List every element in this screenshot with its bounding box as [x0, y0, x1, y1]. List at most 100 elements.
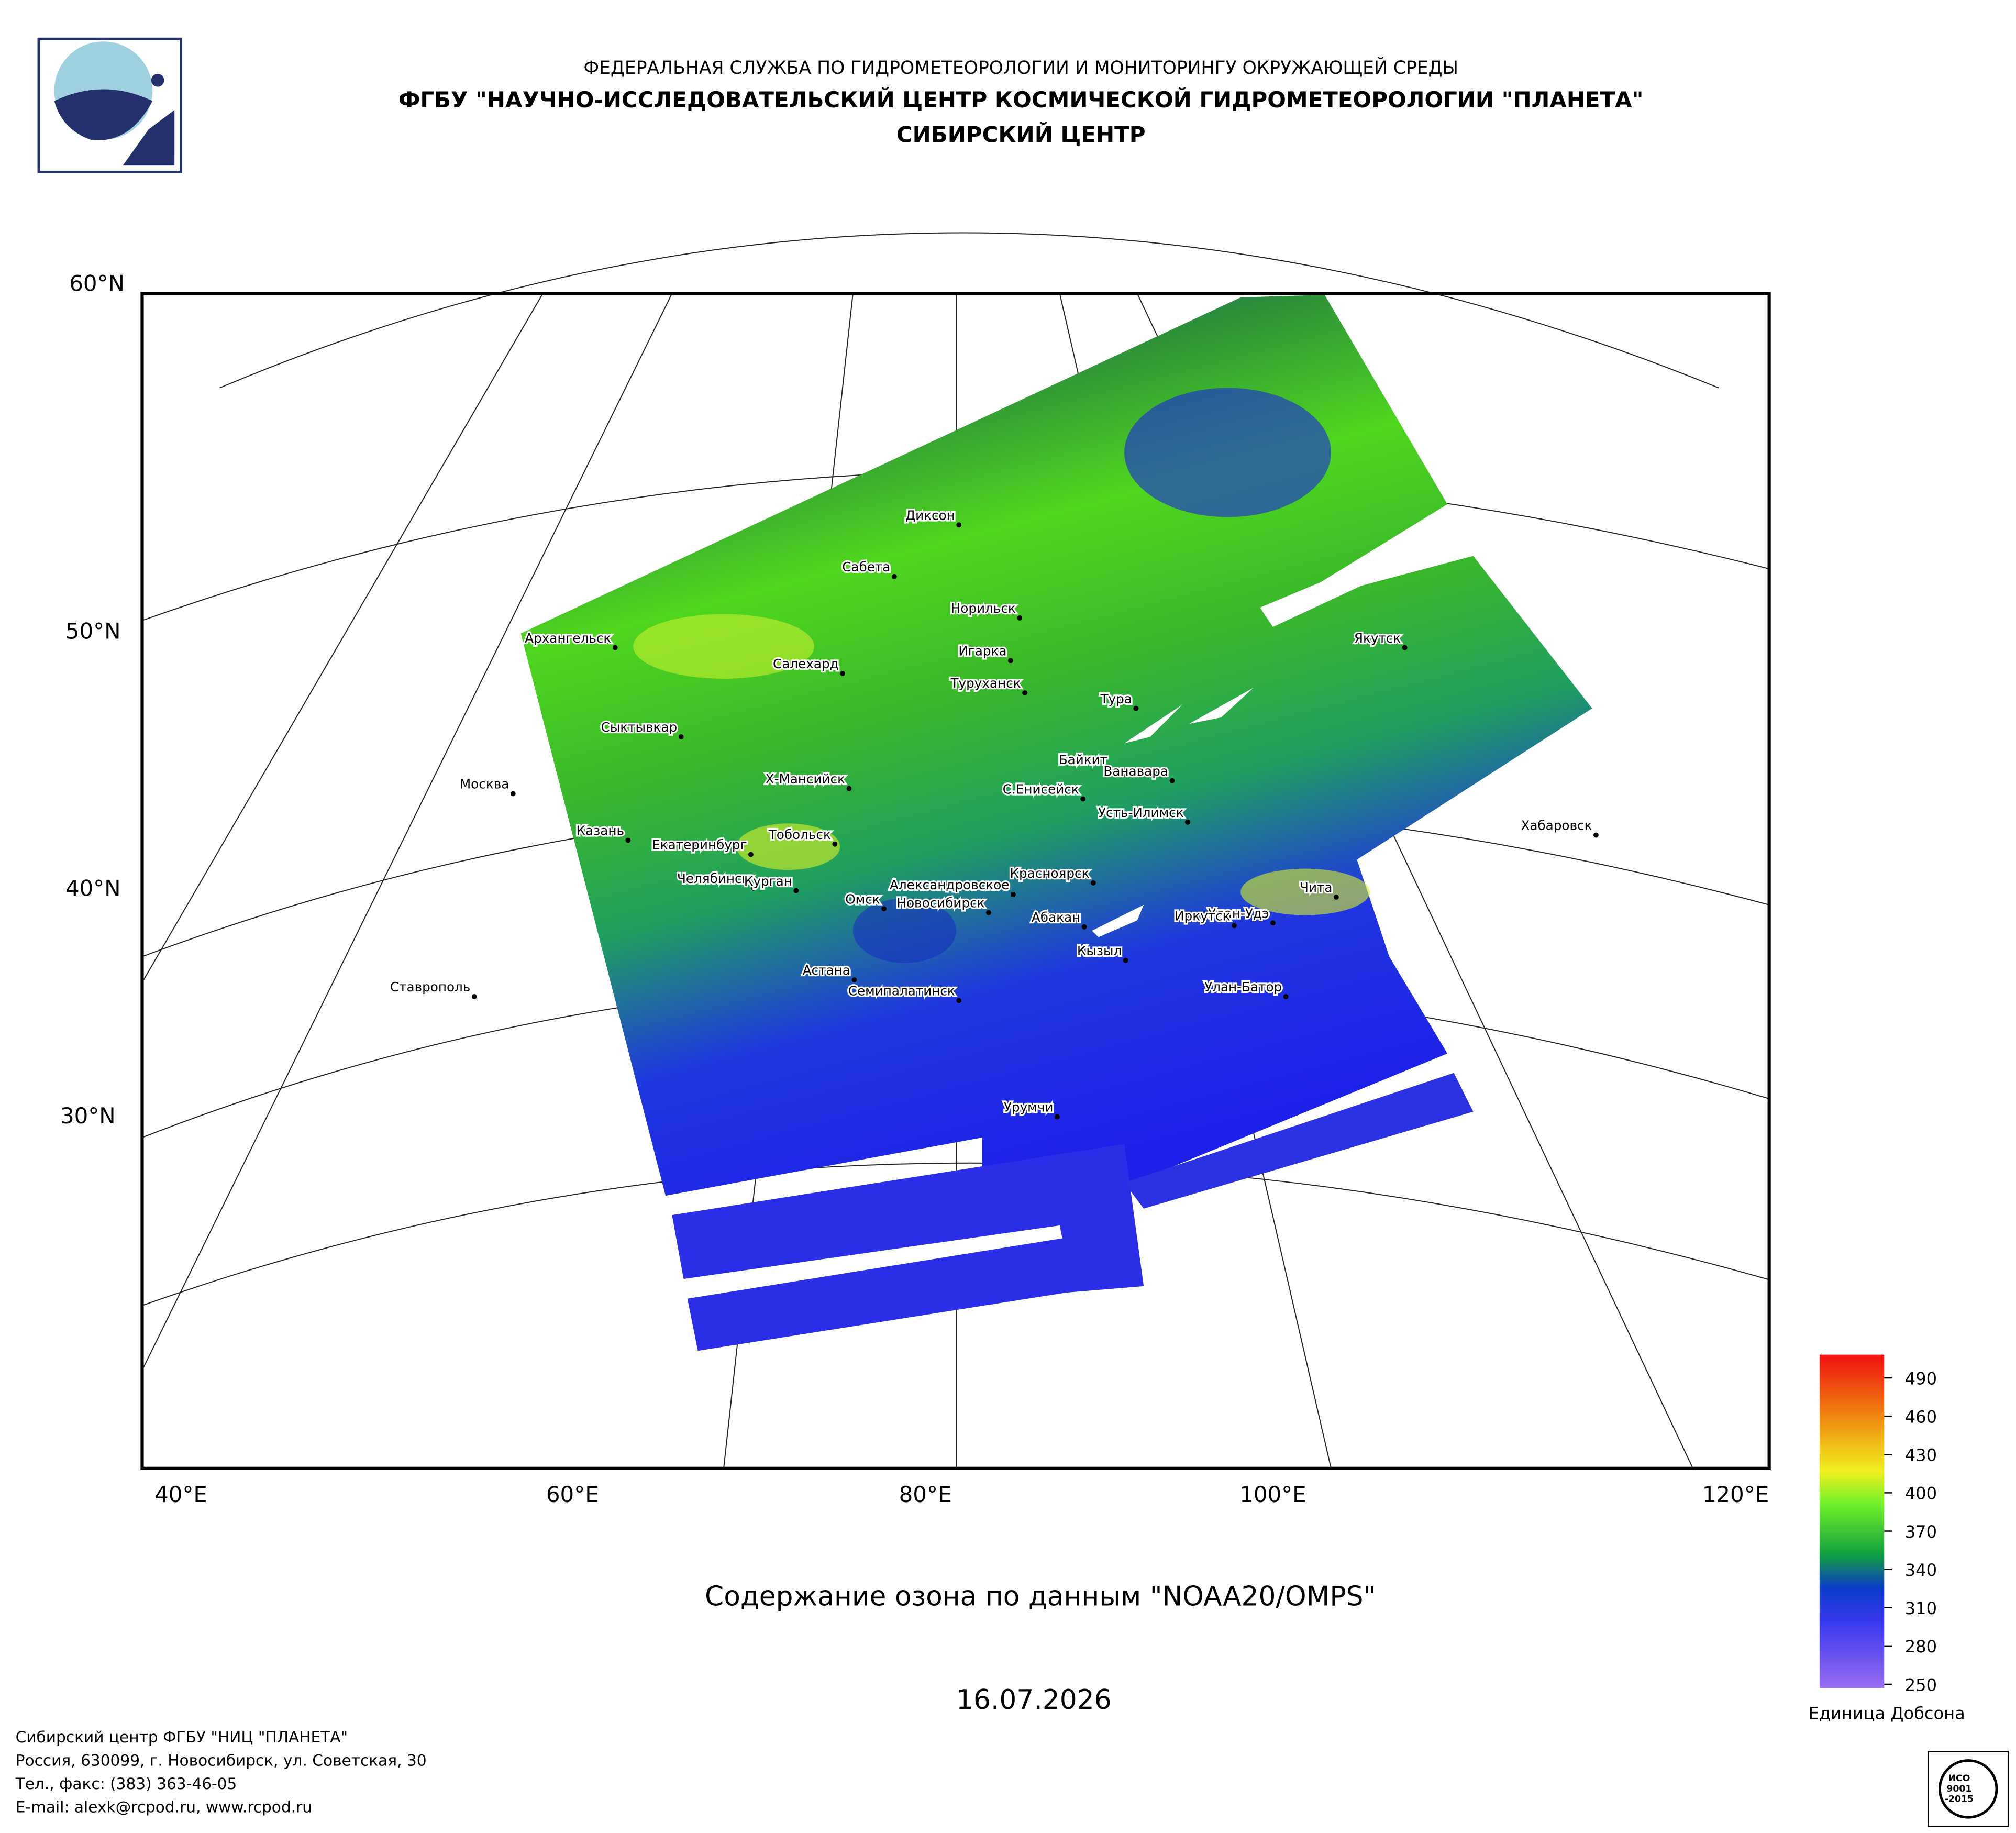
colorbar-tick-label: 340: [1905, 1560, 1937, 1580]
lon-label: 100°E: [1239, 1482, 1306, 1507]
city-dot: [956, 522, 962, 528]
city-label: Астана: [803, 963, 850, 978]
map-title: Содержание озона по данным "NOAA20/OMPS": [705, 1581, 1376, 1612]
city-dot: [840, 671, 846, 676]
city-dot: [1185, 819, 1190, 825]
city-label: Челябинск: [677, 871, 750, 886]
city-label: Ванавара: [1103, 764, 1168, 779]
city-dot: [956, 998, 962, 1003]
stamp-text: -2015: [1945, 1794, 1974, 1805]
stamp-ring: [1938, 1759, 1998, 1819]
city-dot: [1169, 778, 1175, 783]
city-label: Якутск: [1354, 631, 1401, 646]
city-label: Сабета: [842, 559, 890, 575]
ozone-swath: [1124, 1073, 1474, 1209]
city-dot: [1123, 957, 1128, 963]
city-label: Архангельск: [525, 631, 611, 646]
footer-line: E-mail: alexk@rcpod.ru, www.rcpod.ru: [16, 1798, 312, 1816]
header-line: ФЕДЕРАЛЬНАЯ СЛУЖБА ПО ГИДРОМЕТЕОРОЛОГИИ …: [583, 57, 1458, 79]
date: 16.07.2026: [956, 1684, 1112, 1716]
city-dot: [851, 977, 857, 982]
city-dot: [1008, 658, 1013, 664]
city-dot: [625, 837, 631, 843]
city-label: Омск: [845, 891, 880, 907]
city-label: С.Енисейск: [1003, 782, 1079, 797]
colorbar-tick-label: 400: [1905, 1484, 1937, 1504]
city-label: Х-Мансийск: [766, 771, 845, 787]
city-label: Чита: [1300, 880, 1332, 895]
lon-label: 120°E: [1702, 1482, 1769, 1507]
colorbar: [1819, 1354, 1885, 1688]
footer-line: Россия, 630099, г. Новосибирск, ул. Сове…: [16, 1751, 427, 1769]
colorbar-tick-label: 460: [1905, 1407, 1937, 1427]
lon-label: 80°E: [899, 1482, 952, 1507]
lat-label: 40°N: [65, 876, 121, 901]
lon-label: 60°E: [546, 1482, 599, 1507]
city-dot: [750, 885, 756, 891]
city-dot: [1231, 923, 1237, 929]
logo: [37, 37, 182, 173]
city-label: Норильск: [951, 601, 1016, 616]
city-dot: [510, 791, 516, 797]
city-dot: [881, 906, 887, 912]
city-label: Курган: [744, 874, 792, 889]
footer-line: Сибирский центр ФГБУ "НИЦ "ПЛАНЕТА": [16, 1728, 348, 1746]
lat-label: 50°N: [65, 618, 121, 644]
city-dot: [1081, 924, 1087, 930]
city-label: Байкит: [1059, 752, 1107, 767]
city-dot: [891, 573, 897, 579]
city-label: Салехард: [773, 656, 839, 671]
city-label: Абакан: [1032, 910, 1080, 925]
city-dot: [1402, 645, 1408, 650]
city-dot: [1080, 796, 1086, 802]
colorbar-tick-label: 490: [1905, 1368, 1937, 1388]
city-label: Тобольск: [768, 827, 831, 842]
colorbar-tick-label: 310: [1905, 1598, 1937, 1618]
map: [140, 232, 1771, 1470]
city-dot: [846, 786, 852, 791]
city-label: Красноярск: [1010, 866, 1090, 881]
city-label: Семипалатинск: [848, 984, 955, 999]
header-line: СИБИРСКИЙ ЦЕНТР: [896, 122, 1146, 148]
city-label: Улан-Удэ: [1208, 906, 1269, 921]
city-dot: [1022, 690, 1028, 695]
city-dot: [612, 645, 618, 650]
colorbar-unit: Единица Добсона: [1809, 1704, 1965, 1724]
city-dot: [1109, 766, 1114, 772]
city-label: Ставрополь: [390, 979, 470, 995]
lat-label: 60°N: [69, 271, 125, 296]
city-label: Игарка: [958, 643, 1006, 658]
city-label: Александровское: [890, 877, 1010, 892]
city-label: Диксон: [905, 507, 955, 523]
city-dot: [1593, 832, 1599, 838]
city-label: Сыктывкар: [601, 720, 678, 735]
city-label: Казань: [577, 823, 625, 838]
city-dot: [1017, 615, 1023, 621]
city-label: Кызыл: [1077, 943, 1122, 958]
city-dot: [1333, 895, 1339, 900]
stamp: [1927, 1751, 2009, 1827]
stamp-text: ИСО: [1948, 1773, 1970, 1784]
city-label: Екатеринбург: [652, 837, 747, 853]
city-dot: [748, 852, 754, 857]
city-label: Тура: [1100, 691, 1132, 706]
city-dot: [1010, 892, 1016, 897]
lon-label: 40°E: [154, 1482, 207, 1507]
city-label: Усть-Илимск: [1098, 805, 1184, 820]
city-dot: [1283, 994, 1289, 999]
city-dot: [471, 994, 477, 999]
city-label: Туруханск: [950, 676, 1021, 691]
city-dot: [793, 888, 799, 893]
stamp-text: 9001: [1946, 1784, 1971, 1794]
colorbar-tick-label: 280: [1905, 1637, 1937, 1657]
city-label: Иркутск: [1175, 908, 1230, 923]
city-dot: [1270, 920, 1276, 926]
city-dot: [832, 841, 838, 847]
city-label: Москва: [460, 777, 509, 792]
lat-label: 30°N: [60, 1103, 116, 1129]
city-label: Улан-Батор: [1204, 979, 1282, 995]
footer-line: Тел., факс: (383) 363-46-05: [15, 1775, 237, 1793]
city-dot: [1133, 705, 1139, 711]
city-dot: [678, 734, 684, 739]
